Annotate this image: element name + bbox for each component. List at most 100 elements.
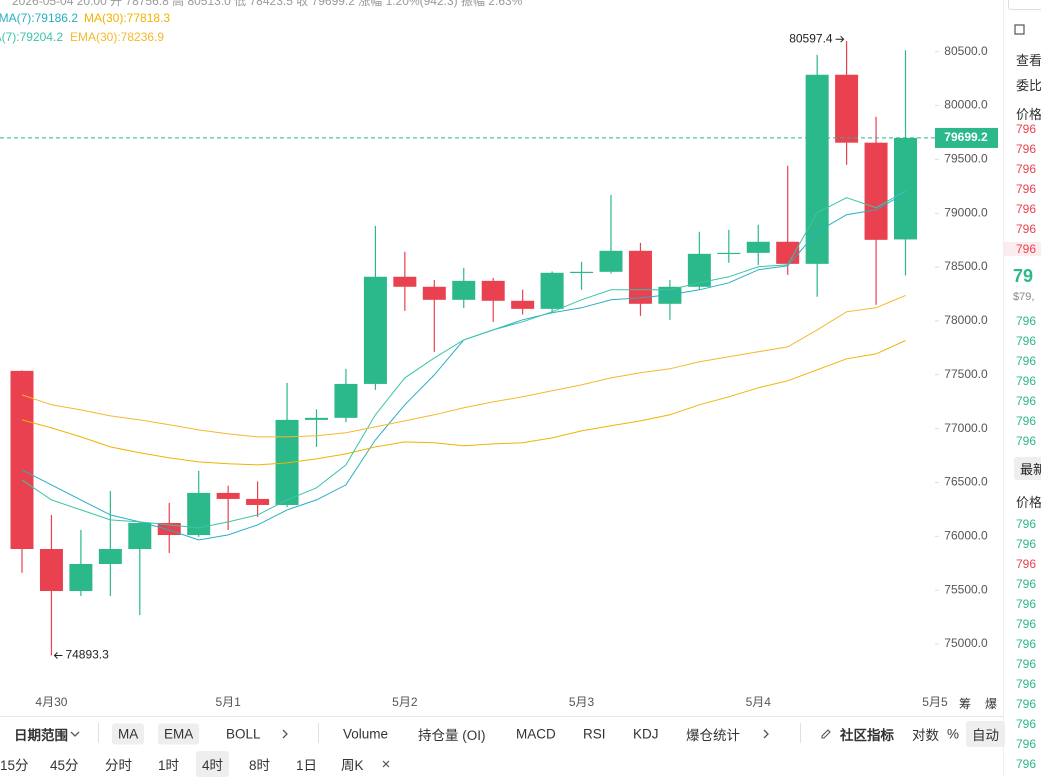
- toolbar-button[interactable]: Volume: [343, 726, 389, 742]
- candle-body: [246, 498, 270, 505]
- ask-price: 796: [1016, 122, 1037, 136]
- y-tick-label: 79500.0: [944, 152, 988, 166]
- bid-price: 796: [1016, 354, 1037, 368]
- candle-body: [334, 383, 358, 418]
- panel-button[interactable]: [1008, 0, 1041, 10]
- toolbar-button[interactable]: %: [947, 726, 960, 742]
- latest-button[interactable]: 最新: [1014, 457, 1041, 480]
- interval-button[interactable]: 45分: [50, 758, 79, 773]
- candle-body: [393, 276, 417, 287]
- axis-button: 筹: [959, 697, 971, 711]
- toolbar-button[interactable]: EMA: [158, 723, 200, 745]
- chart: 2026-05-04 20:00 开 78756.8 高 80513.0 低 7…: [0, 0, 998, 711]
- candle-body: [864, 142, 888, 240]
- candle-body: [628, 250, 652, 304]
- x-tick-label: 5月5: [922, 695, 948, 709]
- candle-body: [128, 522, 152, 550]
- toolbar-button[interactable]: RSI: [583, 726, 606, 742]
- toolbar-button[interactable]: KDJ: [633, 726, 659, 742]
- y-tick-label: 78000.0: [944, 313, 988, 327]
- x-tick-label: 5月1: [215, 695, 241, 709]
- interval-button[interactable]: 4时: [196, 751, 230, 777]
- toolbar-button[interactable]: 爆仓统计: [686, 728, 740, 743]
- trade-price: 796: [1016, 697, 1037, 711]
- interval-button[interactable]: 分时: [105, 758, 132, 773]
- separator: [800, 723, 801, 743]
- ask-price: 796: [1016, 222, 1037, 236]
- last-price: 79: [1013, 266, 1034, 286]
- candle-body: [481, 280, 505, 301]
- candle-body: [894, 137, 917, 240]
- y-tick-label: 75500.0: [944, 582, 988, 596]
- candle-body: [69, 563, 93, 592]
- trade-price: 796: [1016, 757, 1037, 771]
- panel-label: 查看: [1016, 53, 1041, 68]
- y-tick-label: 80000.0: [944, 98, 988, 112]
- interval-button[interactable]: 8时: [249, 758, 271, 773]
- ohlc-header: 2026-05-04 20:00 开 78756.8 高 80513.0 低 7…: [12, 0, 523, 8]
- candle-body: [10, 370, 34, 550]
- candle-body: [776, 241, 800, 264]
- toolbar-button[interactable]: 对数: [912, 728, 939, 743]
- panel-icon[interactable]: [1014, 24, 1026, 36]
- axis-button: 爆: [985, 697, 997, 711]
- toolbar-button[interactable]: 持仓量 (OI): [418, 728, 486, 743]
- interval-button[interactable]: 1日: [296, 758, 318, 773]
- ask-price: 796: [1016, 202, 1037, 216]
- interval-button[interactable]: 1时: [158, 758, 180, 773]
- candle-body: [452, 280, 476, 300]
- toolbar-button[interactable]: BOLL: [226, 726, 261, 742]
- candle-body: [511, 300, 535, 309]
- panel-label: 价格: [1016, 107, 1041, 122]
- bid-price: 796: [1016, 334, 1037, 348]
- last-price-label: 79699.2: [944, 130, 988, 144]
- x-tick-label: 5月3: [569, 695, 595, 709]
- toolbar-button[interactable]: 日期范围: [14, 728, 68, 743]
- toolbar-button[interactable]: MA: [112, 723, 145, 745]
- close-icon[interactable]: [381, 759, 391, 769]
- ask-price: 796: [1004, 242, 1041, 256]
- interval-button[interactable]: 15分: [0, 758, 29, 773]
- indicator-line: [21, 340, 906, 466]
- y-tick-label: 77500.0: [944, 367, 988, 381]
- last-usd: $79,: [1013, 291, 1035, 303]
- chevron-down[interactable]: [70, 729, 80, 739]
- toolbar-button[interactable]: 自动: [966, 721, 1005, 747]
- high-annotation: 80597.4: [789, 31, 833, 45]
- legend-entry: EMA(30):78236.9: [70, 30, 164, 44]
- chevron-right[interactable]: [281, 729, 289, 739]
- bid-price: 796: [1016, 434, 1037, 448]
- candle-body: [422, 286, 446, 300]
- toolbar: 日期范围 MA EMA BOLL Volume 持仓量 (OI) MACD RSI KDJ 爆仓统…: [0, 716, 1005, 777]
- x-tick-label: 5月4: [746, 695, 772, 709]
- annotation-arrow: [835, 35, 845, 43]
- annotation-arrow: [53, 652, 63, 659]
- indicator-line: [21, 190, 906, 529]
- y-tick-label: 79000.0: [944, 205, 988, 219]
- candle-body: [570, 271, 594, 274]
- candle-body: [305, 417, 328, 420]
- trade-price: 796: [1016, 717, 1037, 731]
- y-tick-label: 75000.0: [944, 636, 988, 650]
- y-tick-label: 76000.0: [944, 528, 988, 542]
- x-tick-label: 4月30: [35, 695, 67, 709]
- trades-label: 价格: [1016, 495, 1041, 510]
- candle-body: [98, 549, 122, 564]
- toolbar-button[interactable]: 社区指标: [840, 728, 894, 743]
- candle-body: [187, 492, 211, 536]
- ask-price: 796: [1016, 182, 1037, 196]
- toolbar-button[interactable]: MACD: [516, 726, 556, 742]
- y-tick-label: 77000.0: [944, 421, 988, 435]
- edit-icon[interactable]: [820, 728, 832, 740]
- y-tick-label: 76500.0: [944, 475, 988, 489]
- ask-price: 796: [1016, 162, 1037, 176]
- order-book-panel: 查看 委比 价格 796 796 796 796 796 796 796 79 $79, 796 796 7…: [1003, 0, 1041, 776]
- legend-entry: MA(30):77818.3: [84, 11, 170, 25]
- interval-button[interactable]: 周K: [341, 758, 364, 773]
- trade-price: 796: [1016, 677, 1037, 691]
- candle-body: [746, 241, 770, 253]
- bid-price: 796: [1016, 374, 1037, 388]
- candle-body: [540, 272, 564, 309]
- chevron-right[interactable]: [762, 729, 770, 739]
